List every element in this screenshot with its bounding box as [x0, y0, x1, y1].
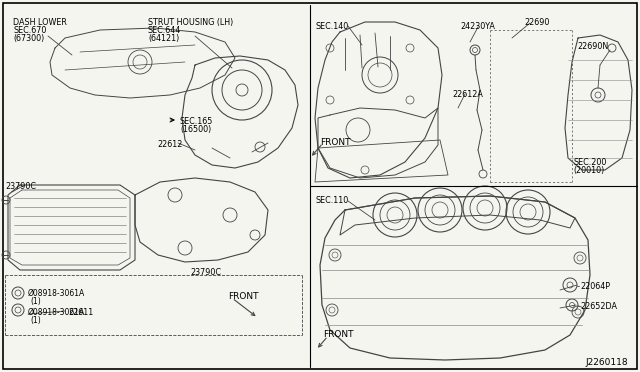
Text: Ø08918-3061A: Ø08918-3061A: [28, 289, 85, 298]
Text: 23790C: 23790C: [190, 268, 221, 277]
Text: SEC.670: SEC.670: [13, 26, 46, 35]
Text: (1): (1): [30, 297, 41, 306]
Text: (67300): (67300): [13, 34, 44, 43]
Text: FRONT: FRONT: [320, 138, 351, 147]
Text: 22612A: 22612A: [452, 90, 483, 99]
Text: 22064P: 22064P: [580, 282, 610, 291]
Text: 22652DA: 22652DA: [580, 302, 617, 311]
Text: 22612: 22612: [157, 140, 182, 149]
Text: 22611: 22611: [68, 308, 93, 317]
Text: 24230YA: 24230YA: [460, 22, 495, 31]
Text: SEC.165: SEC.165: [180, 117, 213, 126]
Text: 23790C: 23790C: [5, 182, 36, 191]
Text: (16500): (16500): [180, 125, 211, 134]
Text: SEC.644: SEC.644: [148, 26, 181, 35]
Text: (64121): (64121): [148, 34, 179, 43]
Text: DASH LOWER: DASH LOWER: [13, 18, 67, 27]
Text: (1): (1): [30, 316, 41, 325]
Text: 22690: 22690: [524, 18, 549, 27]
Text: SEC.200: SEC.200: [573, 158, 606, 167]
Text: Ø08918-3061A: Ø08918-3061A: [28, 308, 85, 317]
Text: SEC.110: SEC.110: [315, 196, 348, 205]
Text: STRUT HOUSING (LH): STRUT HOUSING (LH): [148, 18, 233, 27]
Text: J2260118: J2260118: [585, 358, 628, 367]
Text: (20010): (20010): [573, 166, 604, 175]
Text: 22690N: 22690N: [577, 42, 608, 51]
Text: FRONT: FRONT: [323, 330, 353, 339]
Text: SEC.140: SEC.140: [315, 22, 348, 31]
Text: FRONT: FRONT: [228, 292, 259, 301]
